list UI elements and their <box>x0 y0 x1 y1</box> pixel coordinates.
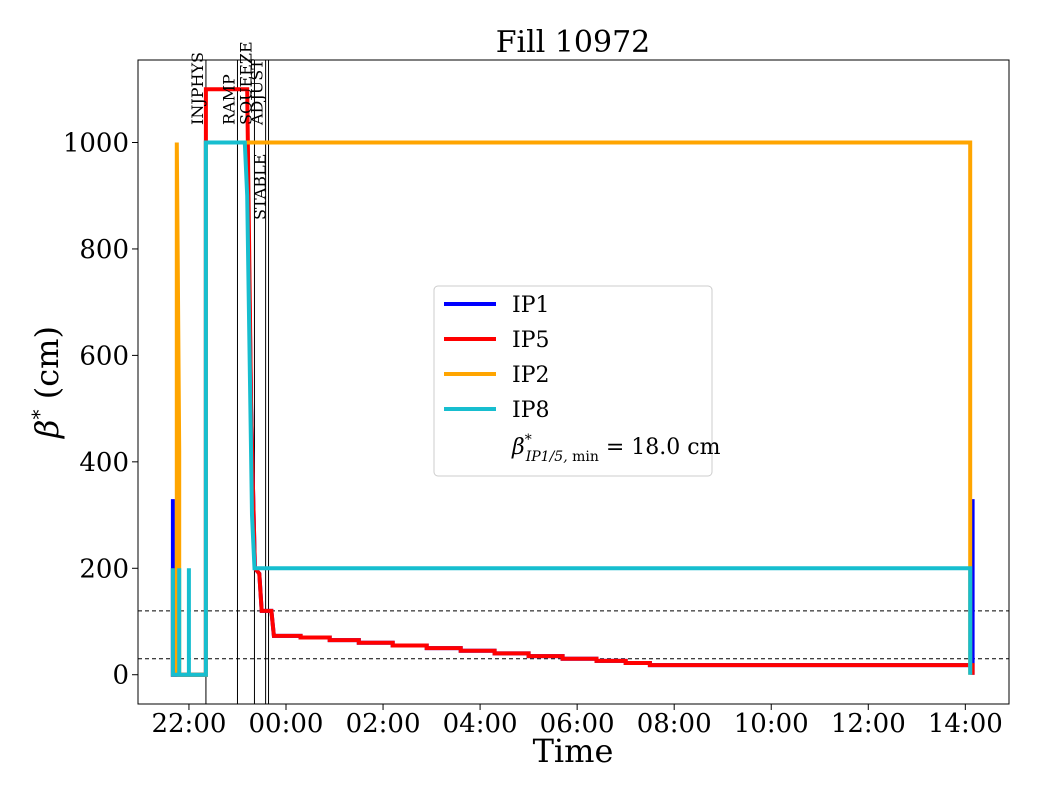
x-tick-label: 12:00 <box>831 709 906 739</box>
phase-label-adjust: ADJUST <box>248 59 267 126</box>
y-tick-label: 600 <box>79 341 129 371</box>
phase-label-stable: STABLE <box>251 154 270 220</box>
x-tick-label: 10:00 <box>734 709 809 739</box>
legend-beta-min: β* IP1/5, min = 18.0 cm <box>511 432 721 465</box>
legend: IP1 IP5 IP2 IP8 β* IP1/5, min = 18.0 cm <box>433 285 721 477</box>
x-tick-label: 04:00 <box>443 709 518 739</box>
y-axis-label: β* (cm) <box>27 326 66 439</box>
x-axis-label: Time <box>533 732 614 770</box>
x-axis: 22:00 00:00 02:00 04:00 06:00 08:00 10:00 12:00… <box>151 704 1003 739</box>
y-tick-label: 200 <box>79 554 129 584</box>
plot-frame <box>137 59 1010 705</box>
y-axis: 0 200 400 600 800 1000 <box>63 128 138 691</box>
phase-label-injphys: INJPHYS <box>188 52 207 125</box>
x-tick-label: 06:00 <box>540 709 615 739</box>
x-tick-label: 08:00 <box>637 709 712 739</box>
phase-label-squeeze: SQUEEZE <box>236 41 255 125</box>
x-tick-label: 00:00 <box>249 709 324 739</box>
phase-label-ramp: RAMP <box>219 74 238 125</box>
chart-title: Fill 10972 <box>496 25 651 60</box>
series-ip8-line <box>170 140 973 677</box>
x-tick-label: 22:00 <box>151 709 226 739</box>
x-tick-label: 02:00 <box>346 709 421 739</box>
legend-label-ip1: IP1 <box>512 293 550 318</box>
legend-label-ip5: IP5 <box>512 328 550 353</box>
y-tick-label: 400 <box>79 448 129 478</box>
legend-frame <box>433 285 713 477</box>
y-tick-label: 800 <box>79 235 129 265</box>
y-tick-label: 0 <box>112 661 129 691</box>
legend-label-ip8: IP8 <box>512 398 550 423</box>
y-tick-label: 1000 <box>63 128 129 158</box>
legend-label-ip2: IP2 <box>512 363 550 388</box>
x-tick-label: 14:00 <box>928 709 1003 739</box>
